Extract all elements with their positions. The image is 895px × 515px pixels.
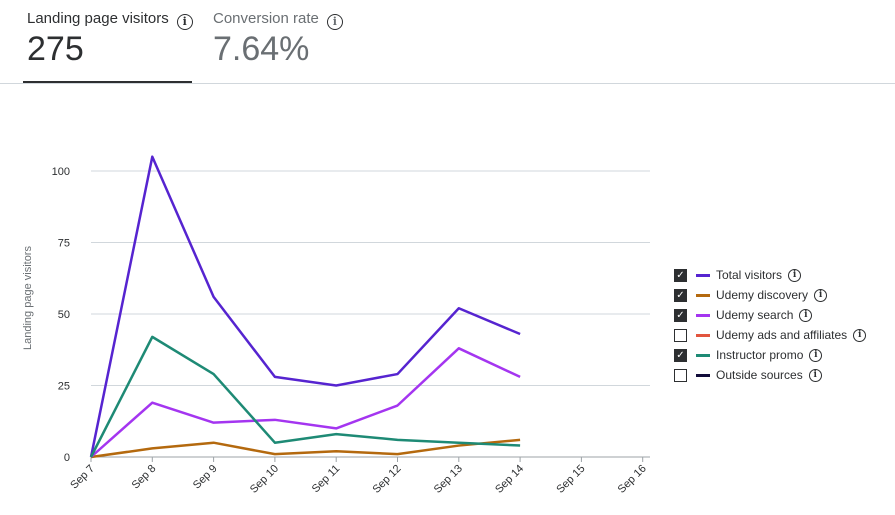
legend-label: Instructor promo [716,348,804,362]
tab-label: Landing page visitors [27,10,169,27]
legend-swatch [696,373,710,377]
info-icon[interactable]: i [853,328,867,342]
tab-label: Conversion rate [213,10,319,27]
legend-item[interactable]: ✓ Instructor promo i [674,345,866,365]
legend: ✓ Total visitors i ✓ Udemy discovery i ✓ Udemy … [674,265,867,385]
legend-label: Udemy ads and affiliates [716,328,848,342]
active-tab-indicator [23,81,192,84]
checkbox[interactable]: ✓ [674,308,687,322]
info-icon[interactable]: i [799,308,813,322]
y-tick-label: 75 [58,238,70,250]
checkbox[interactable] [674,328,687,342]
divider [0,83,895,84]
info-icon[interactable]: i [176,14,193,30]
series-line-total-visitors [89,155,521,458]
info-icon[interactable]: i [788,268,802,282]
legend-item[interactable]: Outside sources i [674,365,866,385]
x-tick-label: Sep 7 [68,463,97,492]
checkbox[interactable]: ✓ [674,348,687,362]
legend-swatch [696,293,710,297]
info-icon[interactable]: i [808,368,822,382]
legend-swatch [696,313,710,317]
series-line-udemy-discovery [90,438,521,459]
legend-label: Total visitors [716,268,783,282]
info-icon[interactable]: i [814,288,828,302]
x-tick-label: Sep 10 [248,463,281,496]
series-line-udemy-search [90,347,521,458]
x-tick-label: Sep 16 [616,463,649,496]
x-tick-label: Sep 14 [493,463,526,496]
series-line-instructor-promo [89,335,521,458]
y-axis-label: Landing page visitors [22,246,34,350]
legend-swatch [696,273,710,277]
legend-label: Udemy discovery [716,288,809,302]
legend-label: Udemy search [716,308,794,322]
info-icon[interactable]: i [326,14,343,30]
y-tick-label: 100 [52,166,70,178]
legend-item[interactable]: ✓ Udemy search i [674,305,866,325]
x-tick-label: Sep 8 [130,463,159,492]
legend-swatch [696,353,710,357]
x-tick-label: Sep 11 [310,463,343,496]
x-tick-label: Sep 13 [432,463,465,496]
tab-value: 275 [27,30,84,68]
checkbox[interactable] [674,368,687,382]
checkbox[interactable]: ✓ [674,288,687,302]
x-tick-label: Sep 12 [370,463,403,496]
info-icon[interactable]: i [809,348,823,362]
legend-item[interactable]: ✓ Udemy discovery i [674,285,866,305]
legend-label: Outside sources [716,368,803,382]
y-tick-label: 0 [64,452,70,464]
checkbox[interactable]: ✓ [674,268,687,282]
tab-value: 7.64% [213,30,310,68]
x-tick-label: Sep 15 [554,463,587,496]
legend-swatch [696,333,710,337]
y-tick-label: 25 [58,381,70,393]
y-tick-label: 50 [58,309,70,321]
legend-item[interactable]: Udemy ads and affiliates i [674,325,867,345]
legend-item[interactable]: ✓ Total visitors i [674,265,866,285]
x-tick-label: Sep 9 [191,463,220,492]
